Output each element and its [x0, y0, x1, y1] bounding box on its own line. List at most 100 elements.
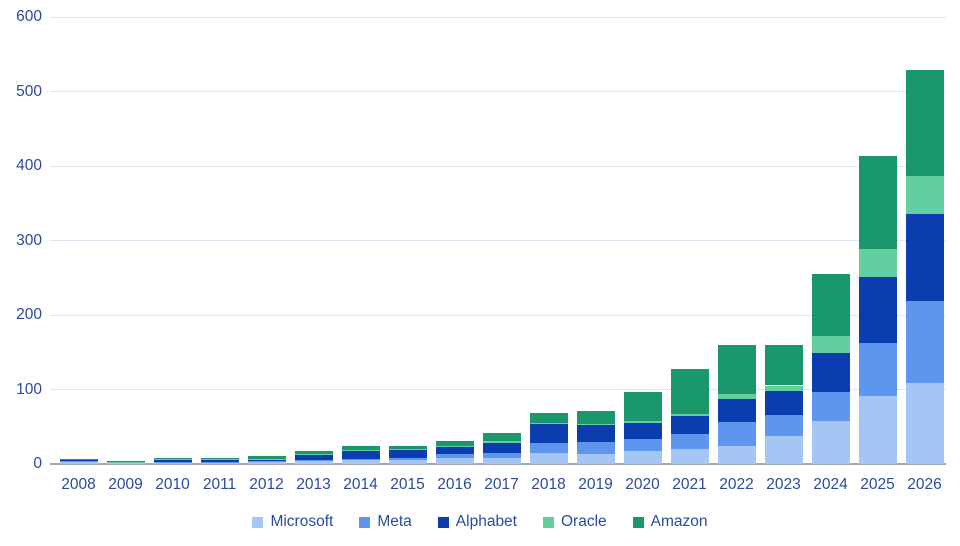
legend-label-microsoft: Microsoft — [270, 513, 334, 530]
bar-segment-microsoft-2023 — [764, 435, 803, 464]
bar-segment-microsoft-2019 — [576, 453, 615, 464]
bar-segment-meta-2016 — [435, 454, 474, 458]
bar-segment-alphabet-2015 — [388, 450, 427, 458]
bar-segment-oracle-2017 — [482, 441, 521, 443]
legend-swatch-alphabet-icon — [437, 516, 449, 528]
bar-2020 — [623, 17, 662, 464]
bar-segment-amazon-2012 — [247, 455, 286, 459]
bar-segment-oracle-2015 — [388, 449, 427, 451]
gridline-600 — [50, 16, 946, 18]
y-axis-label-400: 400 — [16, 157, 42, 174]
y-axis-label-100: 100 — [16, 380, 42, 398]
bar-segment-microsoft-2008 — [59, 461, 98, 464]
bar-segment-alphabet-2021 — [670, 416, 709, 435]
bar-segment-amazon-2023 — [764, 344, 803, 386]
legend-item-meta: Meta — [359, 513, 412, 531]
bar-segment-amazon-2010 — [153, 458, 192, 460]
bar-segment-microsoft-2010 — [153, 462, 192, 464]
bar-segment-alphabet-2013 — [294, 454, 333, 460]
bar-segment-amazon-2022 — [717, 345, 756, 395]
gridline-100 — [50, 389, 946, 390]
bar-segment-alphabet-2016 — [435, 446, 474, 455]
bar-segment-amazon-2011 — [200, 457, 239, 459]
x-axis-label-2021: 2021 — [672, 476, 707, 493]
x-axis-label-2022: 2022 — [719, 476, 754, 493]
x-axis-label-2012: 2012 — [249, 476, 284, 493]
bar-segment-amazon-2013 — [294, 451, 333, 454]
bar-segment-alphabet-2017 — [482, 442, 521, 453]
bar-segment-microsoft-2024 — [811, 420, 850, 464]
bar-2011 — [200, 17, 239, 464]
bar-2013 — [294, 17, 333, 464]
bar-segment-amazon-2016 — [435, 441, 474, 446]
x-axis-label-2020: 2020 — [625, 476, 660, 493]
bar-segment-amazon-2018 — [529, 413, 568, 424]
x-axis-label-2010: 2010 — [155, 476, 190, 493]
bar-segment-amazon-2024 — [811, 274, 850, 337]
y-axis-label-600: 600 — [16, 8, 42, 25]
bar-segment-meta-2014 — [341, 458, 380, 460]
bar-segment-microsoft-2016 — [435, 457, 474, 464]
bar-segment-alphabet-2019 — [576, 424, 615, 443]
bar-segment-oracle-2022 — [717, 394, 756, 399]
legend-item-amazon: Amazon — [632, 513, 708, 531]
bar-segment-oracle-2016 — [435, 445, 474, 447]
bar-2023 — [764, 17, 803, 464]
bar-segment-meta-2015 — [388, 457, 427, 460]
bar-2026 — [905, 17, 944, 464]
x-axis-label-2023: 2023 — [766, 476, 801, 493]
bar-segment-amazon-2021 — [670, 368, 709, 415]
x-axis-label-2011: 2011 — [202, 476, 237, 493]
bar-segment-microsoft-2011 — [200, 462, 239, 464]
bar-segment-amazon-2025 — [858, 156, 897, 250]
legend-label-alphabet: Alphabet — [455, 513, 517, 530]
bar-segment-oracle-2013 — [294, 453, 333, 455]
bar-2009 — [106, 17, 145, 464]
bar-2015 — [388, 17, 427, 464]
bar-segment-amazon-2014 — [341, 446, 380, 450]
legend-label-oracle: Oracle — [561, 513, 607, 530]
bar-2019 — [576, 17, 615, 464]
y-axis-label-300: 300 — [16, 231, 42, 249]
bar-2017 — [482, 17, 521, 464]
x-axis-label-2015: 2015 — [390, 476, 425, 493]
gridline-300 — [50, 240, 946, 241]
bar-segment-microsoft-2015 — [388, 459, 427, 464]
bar-segment-alphabet-2022 — [717, 398, 756, 423]
bar-segment-microsoft-2009 — [106, 462, 145, 464]
bar-segment-oracle-2026 — [905, 176, 944, 214]
gridline-400 — [50, 165, 946, 167]
bar-2008 — [59, 17, 98, 464]
bar-segment-alphabet-2008 — [59, 459, 98, 462]
bar-2022 — [717, 17, 756, 464]
x-axis-label-2013: 2013 — [296, 476, 331, 493]
bar-segment-oracle-2025 — [858, 249, 897, 278]
bar-segment-microsoft-2013 — [294, 460, 333, 464]
bar-segment-alphabet-2018 — [529, 424, 568, 444]
bar-segment-amazon-2019 — [576, 411, 615, 424]
bar-segment-alphabet-2023 — [764, 390, 803, 415]
legend-label-amazon: Amazon — [650, 513, 708, 530]
x-axis-label-2016: 2016 — [437, 476, 472, 493]
bar-segment-meta-2024 — [811, 391, 850, 421]
bar-segment-microsoft-2026 — [905, 382, 944, 464]
legend-item-alphabet: Alphabet — [437, 513, 517, 531]
bar-segment-microsoft-2014 — [341, 459, 380, 464]
bar-segment-alphabet-2020 — [623, 422, 662, 440]
bar-segment-oracle-2018 — [529, 423, 568, 425]
x-axis-label-2025: 2025 — [860, 476, 895, 493]
bar-2025 — [858, 17, 897, 464]
bar-segment-microsoft-2012 — [247, 462, 286, 464]
gridline-200 — [50, 314, 946, 316]
bar-segment-meta-2022 — [717, 422, 756, 446]
legend-swatch-microsoft-icon — [252, 516, 264, 528]
bar-segment-alphabet-2024 — [811, 352, 850, 392]
bar-2010 — [153, 17, 192, 464]
bar-segment-meta-2013 — [294, 459, 333, 461]
legend-swatch-oracle-icon — [543, 516, 554, 528]
x-axis-label-2019: 2019 — [578, 476, 613, 493]
bar-segment-alphabet-2009 — [106, 461, 145, 463]
bar-segment-microsoft-2017 — [482, 457, 521, 464]
y-axis-label-200: 200 — [16, 306, 42, 323]
